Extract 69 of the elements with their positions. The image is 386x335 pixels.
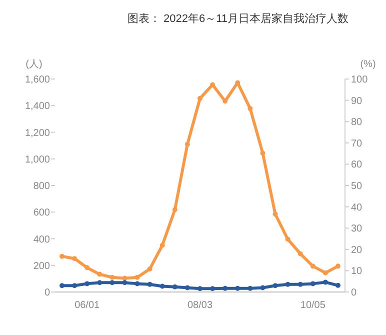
point xyxy=(336,282,340,288)
y-tick-label: 400 xyxy=(33,234,50,246)
y2-tick-label: 90 xyxy=(351,96,363,107)
point xyxy=(147,266,152,272)
point xyxy=(322,280,328,285)
point xyxy=(210,286,216,292)
y2-tick-label: 40 xyxy=(351,202,363,214)
point xyxy=(84,281,90,286)
point xyxy=(310,281,316,286)
y-tick-label: 200 xyxy=(33,260,50,272)
point xyxy=(272,212,278,217)
point xyxy=(260,150,266,156)
point xyxy=(134,274,140,280)
y-tick-label: 1,200 xyxy=(24,128,50,139)
x-tick-label: 08/03 xyxy=(187,300,213,311)
point xyxy=(336,264,340,269)
point xyxy=(298,282,303,287)
point xyxy=(272,283,278,288)
y2-tick-label: 30 xyxy=(351,224,363,235)
y2-tick-label: 60 xyxy=(351,160,363,171)
point xyxy=(72,256,78,262)
point xyxy=(97,280,102,286)
point xyxy=(285,282,290,287)
point xyxy=(235,286,240,291)
point xyxy=(160,284,165,289)
y2-tick-label: 80 xyxy=(351,117,363,128)
y-axis-title: (人) xyxy=(26,59,42,70)
y-tick-label: 1,600 xyxy=(24,74,50,86)
y2-tick-label: 20 xyxy=(351,244,363,256)
point xyxy=(134,281,140,286)
x-tick-label: 10/05 xyxy=(300,300,326,311)
point xyxy=(60,283,64,288)
point xyxy=(84,265,90,270)
point xyxy=(97,272,102,277)
point xyxy=(222,286,228,291)
point xyxy=(198,286,202,292)
y2-tick-label: 10 xyxy=(351,266,363,278)
point xyxy=(210,82,216,88)
y2-tick-label: 0 xyxy=(351,288,357,298)
y2-axis-title: (%) xyxy=(360,59,376,70)
point xyxy=(110,274,115,280)
y-tick-label: 600 xyxy=(33,208,50,219)
point xyxy=(184,285,190,290)
y2-tick-label: 50 xyxy=(351,181,363,192)
point xyxy=(184,142,190,147)
point xyxy=(285,236,290,242)
point xyxy=(147,282,152,287)
point xyxy=(260,285,266,290)
point xyxy=(122,280,128,286)
chart-title: 图表： 2022年6～11月日本居家自我治疗人数 xyxy=(127,12,349,25)
y-tick-label: 1,000 xyxy=(24,154,50,166)
point xyxy=(60,254,64,259)
y-tick-label: 800 xyxy=(33,181,50,192)
point xyxy=(110,280,115,286)
x-tick-label: 06/01 xyxy=(74,300,100,311)
y-tick-label: 0 xyxy=(44,288,50,298)
point xyxy=(160,242,165,248)
y-tick-label: 1,400 xyxy=(24,101,50,112)
y2-tick-label: 100 xyxy=(351,74,368,86)
point xyxy=(310,264,316,269)
point xyxy=(248,286,253,291)
point xyxy=(72,283,78,288)
point xyxy=(298,251,303,256)
point xyxy=(322,270,328,276)
point xyxy=(172,207,178,212)
point xyxy=(198,96,202,101)
point xyxy=(248,106,253,112)
point xyxy=(172,284,178,290)
y2-tick-label: 70 xyxy=(351,138,363,150)
